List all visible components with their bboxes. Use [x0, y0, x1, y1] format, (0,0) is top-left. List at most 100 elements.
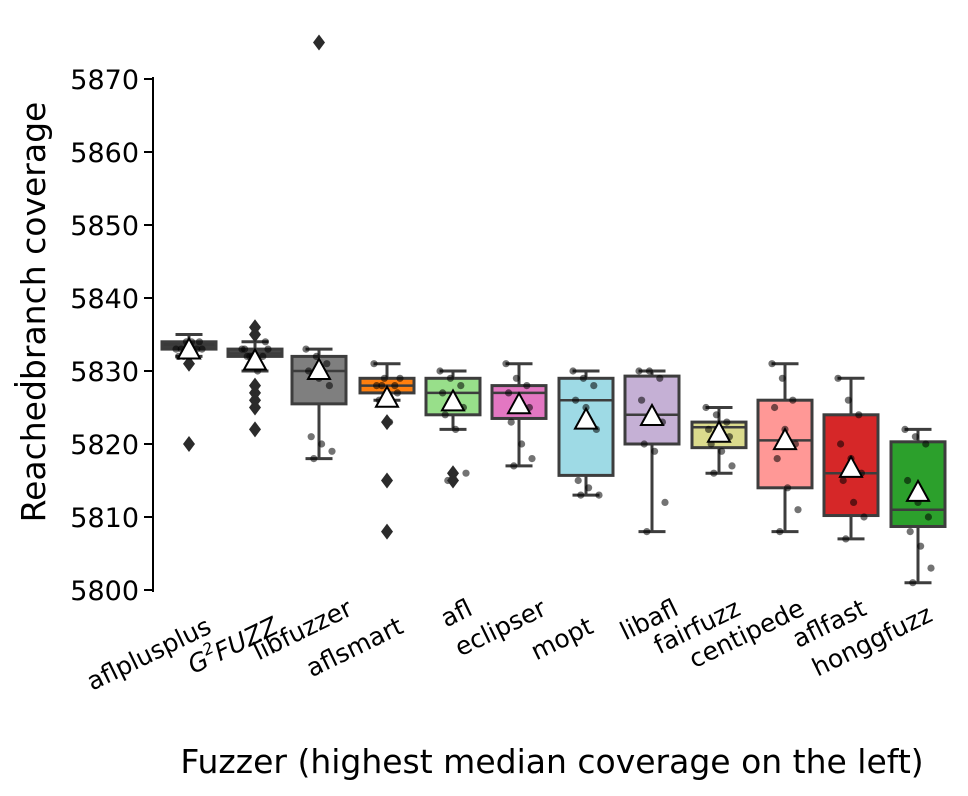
box-fairfuzz [690, 403, 748, 477]
mean-marker [639, 402, 665, 426]
data-point [572, 396, 580, 404]
box-gfuzz [226, 319, 284, 438]
data-point [396, 374, 404, 382]
data-point [705, 425, 713, 433]
data-point [651, 447, 659, 455]
data-point [712, 411, 721, 419]
data-point [702, 403, 710, 412]
mean-marker [242, 347, 268, 371]
mean-marker [838, 454, 864, 478]
box-aflfast [822, 374, 880, 543]
data-point [773, 455, 781, 463]
data-point [635, 367, 643, 375]
data-point [911, 433, 920, 441]
data-point [328, 447, 336, 455]
category-labels: aflplusplus G2FUZZ libfuzzer aflsmart af… [82, 593, 937, 696]
data-point [569, 367, 577, 375]
data-point [436, 367, 444, 375]
data-point [195, 338, 203, 346]
data-point [585, 484, 593, 492]
data-point [917, 542, 925, 550]
data-point [323, 360, 331, 368]
outlier-marker-libfuzzer-top [313, 34, 325, 51]
y-tick-label-5870: 5870 [70, 65, 139, 96]
data-point [710, 469, 718, 477]
y-axis-title: Reacheḋbranch coverage [12, 102, 53, 523]
outlier-marker [183, 436, 195, 452]
data-point [850, 498, 858, 506]
data-point [462, 469, 470, 477]
data-point [661, 498, 669, 506]
data-point [502, 360, 510, 368]
data-point [452, 425, 460, 433]
mean-marker [772, 427, 798, 451]
data-point [457, 382, 465, 390]
outlier-marker [381, 472, 393, 489]
data-point [370, 360, 378, 368]
data-point [441, 411, 449, 419]
data-point [771, 403, 779, 412]
data-point [261, 338, 269, 346]
data-point [595, 491, 603, 499]
outlier-marker [249, 421, 261, 438]
data-point [307, 433, 315, 441]
data-point [645, 367, 654, 375]
outlier-marker [249, 377, 261, 394]
data-point [718, 447, 726, 455]
axes: 5800 5810 5820 5830 5840 5850 5860 5870 [70, 65, 154, 607]
data-point [241, 345, 249, 353]
data-point [640, 440, 648, 448]
data-point [312, 352, 320, 360]
data-point [924, 513, 933, 521]
data-point [842, 535, 850, 543]
box-eclipser [490, 360, 548, 470]
box-libfuzzer [290, 345, 348, 463]
data-point [259, 352, 267, 360]
box-aflsmart [358, 360, 416, 540]
x-axis-title: Fuzzer (highest median coverage on the l… [180, 742, 923, 781]
data-point [927, 564, 935, 572]
data-point [391, 382, 399, 390]
data-point [505, 389, 513, 397]
y-tick-label-5830: 5830 [70, 357, 139, 388]
mean-marker [306, 356, 332, 380]
data-point [904, 476, 912, 485]
data-point [439, 389, 447, 397]
box-afl [424, 367, 482, 489]
data-point [906, 528, 914, 536]
data-point [839, 476, 847, 485]
outlier-marker [447, 472, 459, 489]
data-point [723, 418, 731, 426]
outlier-marker [249, 326, 261, 343]
data-point [302, 345, 310, 353]
data-point [794, 506, 802, 514]
y-tick-label-5820: 5820 [70, 430, 139, 461]
data-point [318, 440, 326, 448]
box-aflplusplus [160, 333, 218, 452]
outlier-marker [183, 355, 195, 372]
data-point [778, 374, 787, 382]
y-tick-label-5860: 5860 [70, 138, 139, 169]
box-centipede [756, 360, 814, 536]
box-body [557, 376, 615, 477]
data-point [528, 455, 536, 463]
data-point [172, 345, 180, 353]
data-point [776, 528, 784, 536]
mean-marker [706, 419, 732, 443]
data-point [656, 374, 664, 382]
data-point [510, 462, 518, 470]
data-point [860, 513, 868, 521]
box-mopt [557, 367, 615, 499]
data-point [837, 440, 845, 448]
data-point [198, 345, 206, 353]
data-point [512, 374, 521, 382]
data-point [574, 476, 582, 485]
outlier-marker [381, 414, 393, 431]
data-point [728, 462, 736, 470]
data-point [834, 374, 842, 382]
box-honggfuzz [889, 425, 947, 587]
data-point [380, 374, 388, 382]
mean-marker [374, 384, 400, 408]
data-point [768, 360, 776, 368]
